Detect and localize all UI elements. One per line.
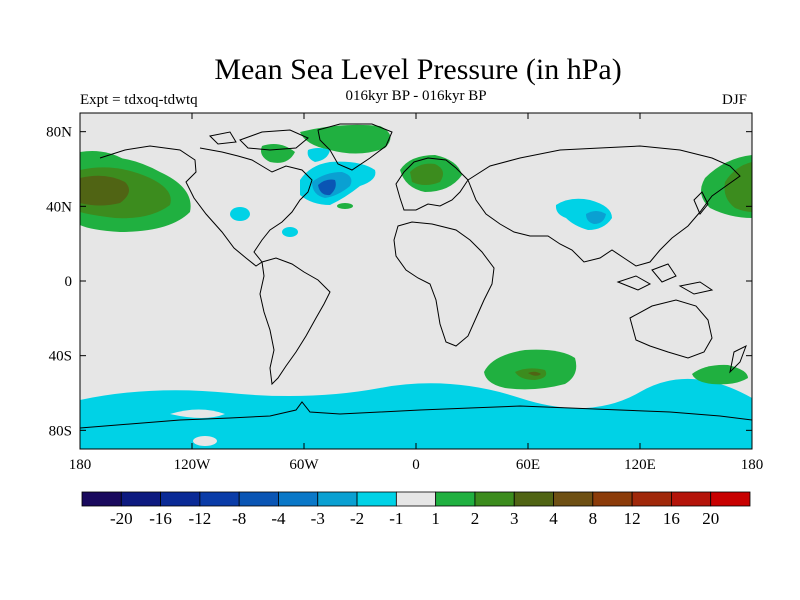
lat-tick-label: 0 bbox=[65, 274, 73, 290]
colorbar-label: -16 bbox=[149, 509, 172, 528]
lat-tick-label: 80N bbox=[46, 125, 72, 141]
colorbar-swatch bbox=[160, 491, 201, 507]
atlantic-low-spot-2 bbox=[282, 227, 298, 237]
greenland-high-region bbox=[300, 124, 391, 154]
colorbar-label: 2 bbox=[471, 509, 480, 528]
lon-tick-label: 180 bbox=[69, 457, 92, 473]
colorbar-label: -1 bbox=[389, 509, 403, 528]
coastline-maritime-continent bbox=[616, 263, 714, 295]
colorbar-swatch bbox=[317, 491, 358, 507]
colorbar-label: 3 bbox=[510, 509, 519, 528]
colorbar-label: -20 bbox=[110, 509, 133, 528]
colorbar-label: 20 bbox=[702, 509, 719, 528]
anomaly-fields bbox=[80, 124, 752, 449]
colorbar-swatch bbox=[592, 491, 633, 507]
lon-tick-label: 0 bbox=[412, 457, 420, 473]
colorbar-swatch bbox=[435, 491, 476, 507]
north-pacific-high-east-inner bbox=[724, 162, 752, 212]
colorbar: -20 -16 -12 -8 -4 -3 -2 -1 1 2 3 4 8 12 16 20 bbox=[81, 491, 751, 528]
colorbar-label: 8 bbox=[589, 509, 598, 528]
colorbar-swatch bbox=[553, 491, 594, 507]
north-atlantic-low-core bbox=[318, 179, 336, 196]
colorbar-swatch bbox=[238, 491, 279, 507]
lon-tick-label: 120E bbox=[624, 457, 656, 473]
colorbar-swatch bbox=[120, 491, 161, 507]
colorbar-label: -3 bbox=[311, 509, 325, 528]
tibet-low-core bbox=[586, 211, 606, 224]
map-subtitle: 016kyr BP - 016kyr BP bbox=[345, 88, 487, 104]
scandinavia-high-inner bbox=[410, 163, 444, 185]
tasman-high-region bbox=[692, 364, 748, 385]
map-title: Mean Sea Level Pressure (in hPa) bbox=[214, 53, 622, 86]
colorbar-label: 12 bbox=[624, 509, 641, 528]
southern-ocean-low-region bbox=[80, 378, 752, 449]
colorbar-label: -4 bbox=[271, 509, 286, 528]
north-pacific-high-core bbox=[80, 175, 129, 206]
antarctic-neutral-spot bbox=[193, 436, 217, 446]
colorbar-label: -12 bbox=[189, 509, 212, 528]
atlantic-low-spot-1 bbox=[230, 207, 250, 221]
coastline-antarctica bbox=[80, 401, 752, 429]
coastline-greenland bbox=[317, 123, 393, 171]
coastline-arctic-islands bbox=[208, 129, 309, 151]
colorbar-swatch bbox=[474, 491, 515, 507]
alaska-high-region bbox=[80, 151, 125, 166]
colorbar-swatch bbox=[671, 491, 712, 507]
lat-tick-label: 80S bbox=[49, 423, 72, 439]
lat-tick-label: 40N bbox=[46, 199, 72, 215]
season-label: DJF bbox=[722, 92, 748, 108]
labrador-low-region bbox=[307, 148, 330, 162]
coastline-north-america bbox=[99, 145, 313, 267]
lon-tick-label: 180 bbox=[741, 457, 764, 473]
colorbar-label: -2 bbox=[350, 509, 364, 528]
colorbar-swatch bbox=[81, 491, 122, 507]
coastline-japan bbox=[693, 191, 709, 215]
colorbar-swatch bbox=[199, 491, 240, 507]
colorbar-label: 4 bbox=[549, 509, 558, 528]
lon-tick-label: 60W bbox=[289, 457, 319, 473]
map-axes: 180 120W 60W 0 60E 120E 180 80N 40N 0 40S 80S bbox=[46, 113, 763, 473]
lon-tick-label: 120W bbox=[174, 457, 212, 473]
map-plot-area bbox=[80, 113, 752, 449]
coastline-australia bbox=[629, 299, 713, 359]
colorbar-swatch bbox=[710, 491, 751, 507]
lon-tick-label: 60E bbox=[516, 457, 540, 473]
experiment-label: Expt = tdxoq-tdwtq bbox=[80, 92, 198, 108]
colorbar-swatch bbox=[631, 491, 672, 507]
coastline-africa bbox=[393, 221, 495, 347]
atlantic-high-spot bbox=[337, 203, 353, 209]
colorbar-swatch bbox=[278, 491, 319, 507]
coastline-south-america bbox=[259, 257, 331, 386]
colorbar-swatch bbox=[356, 491, 397, 507]
colorbar-swatch bbox=[513, 491, 554, 507]
colorbar-label: 16 bbox=[663, 509, 680, 528]
antarctic-neutral-region bbox=[170, 409, 225, 418]
coastline-asia bbox=[467, 145, 741, 267]
colorbar-label: -8 bbox=[232, 509, 246, 528]
coastline-new-zealand bbox=[729, 344, 747, 374]
south-indian-high-core bbox=[528, 371, 541, 376]
coastlines bbox=[80, 123, 752, 429]
colorbar-swatch bbox=[395, 491, 437, 507]
colorbar-label: 1 bbox=[431, 509, 440, 528]
lat-tick-label: 40S bbox=[49, 349, 72, 365]
